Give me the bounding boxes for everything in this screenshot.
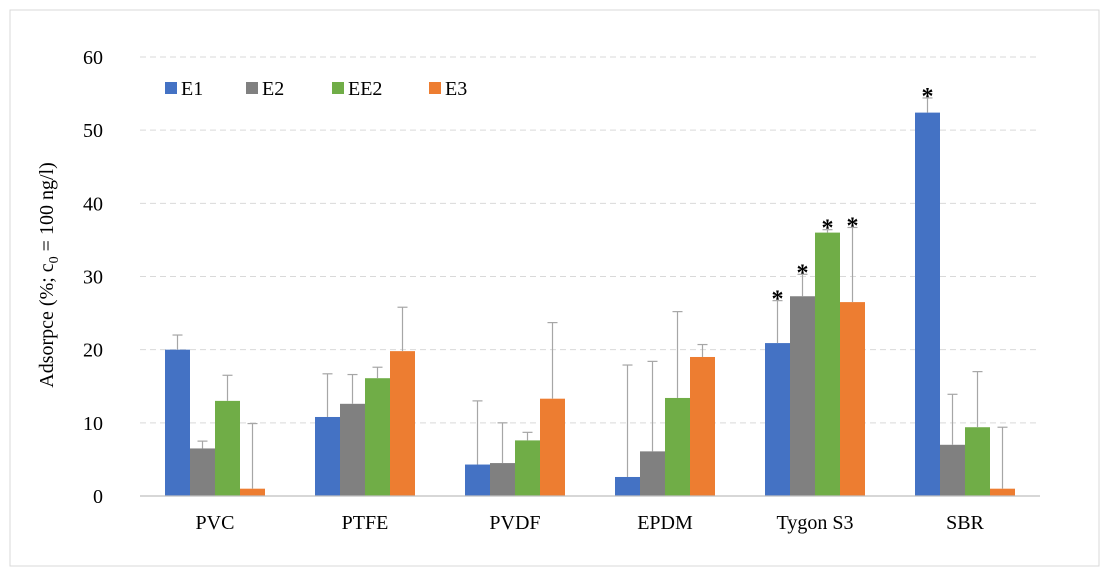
x-tick-label-ptfe: PTFE bbox=[342, 512, 389, 534]
error-bars: * * * * * bbox=[172, 84, 1008, 489]
legend-label-ee2: EE2 bbox=[348, 78, 382, 100]
y-tick-label-50: 50 bbox=[83, 120, 103, 142]
x-tick-label-tygon-s3: Tygon S3 bbox=[777, 512, 854, 534]
legend-swatch-e3 bbox=[429, 82, 441, 94]
legend-swatch-e1 bbox=[165, 82, 177, 94]
significance-marker-e1-5: * bbox=[922, 84, 934, 110]
bar-e2-pvc bbox=[190, 448, 215, 496]
bar-ee2-sbr bbox=[965, 427, 990, 496]
significance-marker-e2-4: * bbox=[797, 260, 809, 286]
legend-swatch-e2 bbox=[246, 82, 258, 94]
bar-ee2-epdm bbox=[665, 397, 690, 496]
y-axis-title-sub: 0 bbox=[47, 256, 62, 263]
bar-ee2-tygon-s3 bbox=[815, 232, 840, 496]
y-tick-label-40: 40 bbox=[83, 193, 103, 215]
bar-e1-pvc bbox=[165, 349, 190, 496]
y-tick-label-20: 20 bbox=[83, 340, 103, 362]
x-tick-label-pvc: PVC bbox=[196, 512, 235, 534]
x-tick-label-epdm: EPDM bbox=[637, 512, 693, 534]
legend: E1 E2 EE2 E3 bbox=[165, 78, 467, 100]
gridlines bbox=[140, 56, 1040, 424]
y-tick-label-60: 60 bbox=[83, 47, 103, 69]
legend-label-e1: E1 bbox=[181, 78, 203, 100]
bar-e3-epdm bbox=[690, 356, 715, 496]
y-tick-label-0: 0 bbox=[93, 486, 103, 508]
significance-marker-e1-4: * bbox=[772, 287, 784, 313]
bar-e2-tygon-s3 bbox=[790, 296, 815, 496]
bar-e3-tygon-s3 bbox=[840, 302, 865, 496]
legend-label-e3: E3 bbox=[445, 78, 467, 100]
bar-e1-tygon-s3 bbox=[765, 343, 790, 496]
bar-e2-ptfe bbox=[340, 403, 365, 496]
bar-e3-pvdf bbox=[540, 398, 565, 496]
bar-e3-pvc bbox=[240, 488, 265, 496]
bar-e2-sbr bbox=[940, 444, 965, 496]
bar-e3-sbr bbox=[990, 488, 1015, 496]
bar-e2-epdm bbox=[640, 451, 665, 496]
x-tick-label-sbr: SBR bbox=[946, 512, 984, 534]
bar-e3-ptfe bbox=[390, 351, 415, 496]
bar-e1-ptfe bbox=[315, 416, 340, 496]
bar-ee2-pvdf bbox=[515, 440, 540, 496]
y-tick-label-10: 10 bbox=[83, 413, 103, 435]
significance-marker-e3-4: * bbox=[847, 213, 859, 239]
y-tick-label-30: 30 bbox=[83, 267, 103, 289]
bar-ee2-ptfe bbox=[365, 378, 390, 496]
x-tick-label-pvdf: PVDF bbox=[489, 512, 540, 534]
axes: 0 10 20 30 40 50 60 PVC PTFE PVDF EPDM Tygon S3 SBR bbox=[83, 47, 1040, 534]
significance-marker-ee2-4: * bbox=[822, 216, 834, 242]
legend-swatch-ee2 bbox=[332, 82, 344, 94]
bar-e1-epdm bbox=[615, 476, 640, 496]
bar-e2-pvdf bbox=[490, 463, 515, 496]
legend-label-e2: E2 bbox=[262, 78, 284, 100]
y-axis-title-main: Adsorpce (%; c bbox=[36, 263, 58, 388]
y-axis-title: Adsorpce (%; c0 = 100 ng/l) bbox=[36, 162, 62, 387]
bar-ee2-pvc bbox=[215, 400, 240, 496]
bars bbox=[165, 112, 1015, 497]
bar-e1-sbr bbox=[915, 112, 940, 497]
y-axis-title-rest: = 100 ng/l) bbox=[36, 162, 58, 256]
bar-e1-pvdf bbox=[465, 464, 490, 496]
